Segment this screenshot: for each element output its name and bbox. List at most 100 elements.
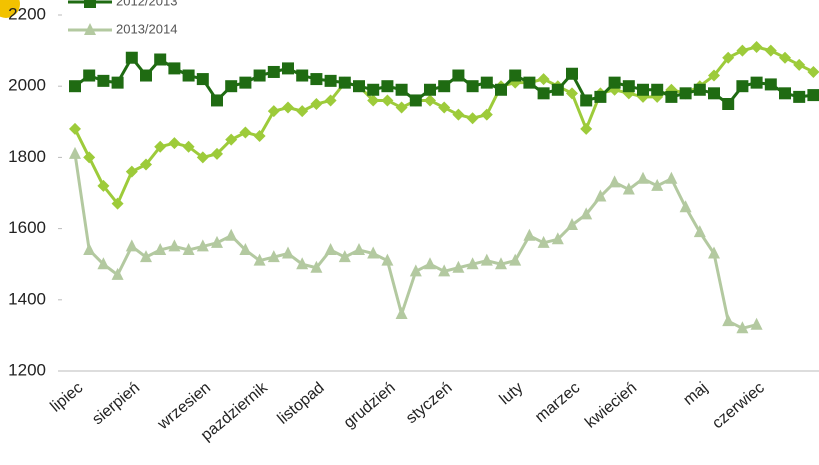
point bbox=[438, 80, 451, 93]
point bbox=[296, 105, 309, 118]
x-tick-label: lipiec bbox=[47, 379, 86, 415]
point bbox=[211, 94, 223, 107]
point bbox=[154, 140, 167, 153]
y-tick-label: 2000 bbox=[8, 76, 46, 95]
point bbox=[83, 69, 96, 82]
point bbox=[622, 182, 635, 195]
point bbox=[708, 69, 720, 82]
point bbox=[196, 151, 209, 164]
point bbox=[537, 73, 550, 86]
point bbox=[125, 165, 138, 178]
point bbox=[282, 246, 294, 259]
point bbox=[182, 69, 195, 82]
point bbox=[764, 78, 777, 91]
point bbox=[580, 94, 593, 107]
point bbox=[310, 98, 323, 110]
point bbox=[750, 317, 763, 330]
point bbox=[324, 74, 337, 87]
point bbox=[168, 137, 181, 150]
x-tick-label: kwiecień bbox=[582, 379, 640, 431]
point bbox=[779, 87, 791, 100]
series-line bbox=[73, 153, 757, 330]
point bbox=[69, 80, 81, 93]
point bbox=[693, 225, 706, 238]
x-tick-label: grudzień bbox=[341, 379, 399, 431]
point bbox=[637, 171, 649, 184]
point bbox=[438, 264, 451, 277]
y-tick-label: 1400 bbox=[8, 289, 46, 308]
point bbox=[367, 94, 380, 107]
point bbox=[154, 53, 167, 66]
point bbox=[708, 246, 720, 259]
point bbox=[523, 228, 536, 241]
point bbox=[239, 126, 252, 139]
point bbox=[97, 257, 110, 270]
point bbox=[807, 89, 819, 102]
point bbox=[338, 250, 351, 263]
point bbox=[196, 239, 209, 252]
point bbox=[551, 232, 564, 245]
point bbox=[267, 65, 280, 78]
point bbox=[566, 67, 578, 80]
point bbox=[125, 51, 138, 64]
point bbox=[111, 76, 124, 89]
point bbox=[750, 76, 763, 89]
point bbox=[84, 0, 96, 8]
point bbox=[509, 69, 522, 82]
point bbox=[324, 242, 337, 255]
point bbox=[750, 41, 763, 54]
point bbox=[551, 83, 564, 96]
point bbox=[168, 62, 181, 75]
point bbox=[764, 44, 777, 57]
point bbox=[395, 307, 408, 320]
point bbox=[566, 87, 578, 100]
point bbox=[125, 239, 138, 252]
point bbox=[225, 228, 238, 241]
point bbox=[409, 264, 422, 277]
point bbox=[438, 101, 451, 114]
point bbox=[736, 44, 749, 57]
point bbox=[793, 90, 806, 103]
point bbox=[722, 98, 735, 110]
point bbox=[608, 76, 621, 89]
point bbox=[409, 94, 422, 107]
badge bbox=[0, 0, 20, 18]
point bbox=[651, 83, 664, 96]
point bbox=[793, 58, 806, 71]
point bbox=[267, 250, 280, 263]
point bbox=[580, 122, 593, 135]
point bbox=[509, 253, 522, 266]
point bbox=[679, 87, 692, 100]
point bbox=[736, 80, 749, 93]
point bbox=[381, 80, 394, 93]
point bbox=[253, 253, 266, 266]
point bbox=[296, 69, 309, 82]
point bbox=[367, 246, 380, 259]
point bbox=[282, 101, 294, 114]
point bbox=[679, 200, 692, 213]
point bbox=[84, 23, 96, 35]
point bbox=[97, 74, 110, 87]
point bbox=[594, 189, 607, 202]
point bbox=[111, 197, 124, 210]
point bbox=[324, 94, 337, 107]
y-tick-label: 1200 bbox=[8, 360, 46, 379]
point bbox=[353, 80, 365, 93]
point bbox=[665, 171, 678, 184]
point bbox=[140, 69, 152, 82]
point bbox=[665, 90, 678, 103]
point bbox=[395, 83, 408, 96]
point bbox=[225, 133, 238, 146]
y-tick-label: 2200 bbox=[8, 4, 46, 23]
point bbox=[310, 260, 323, 273]
x-tick-label: marzec bbox=[532, 379, 583, 426]
point bbox=[367, 83, 380, 96]
point bbox=[807, 65, 819, 78]
point bbox=[140, 158, 152, 171]
point bbox=[736, 321, 749, 334]
point bbox=[594, 90, 607, 103]
point bbox=[168, 239, 181, 252]
point bbox=[182, 140, 195, 153]
point bbox=[480, 253, 493, 266]
